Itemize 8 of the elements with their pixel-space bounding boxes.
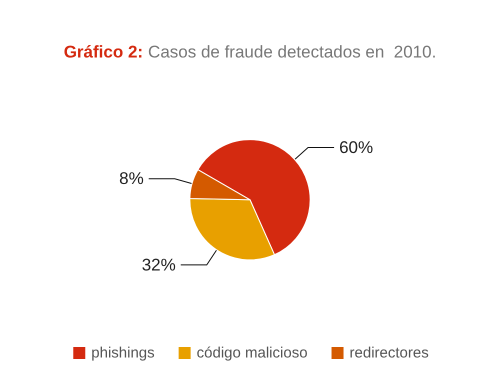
legend-label: código malicioso — [196, 344, 308, 362]
chart-title: Gráfico 2: — [64, 42, 144, 62]
data-label: 8% — [119, 169, 144, 188]
legend-label: redirectores — [350, 344, 429, 362]
chart-subtitle: Casos de fraude detectados en 2010. — [148, 42, 436, 62]
data-label: 60% — [339, 138, 374, 157]
legend-label: phishings — [91, 344, 155, 362]
data-label: 32% — [142, 255, 176, 274]
